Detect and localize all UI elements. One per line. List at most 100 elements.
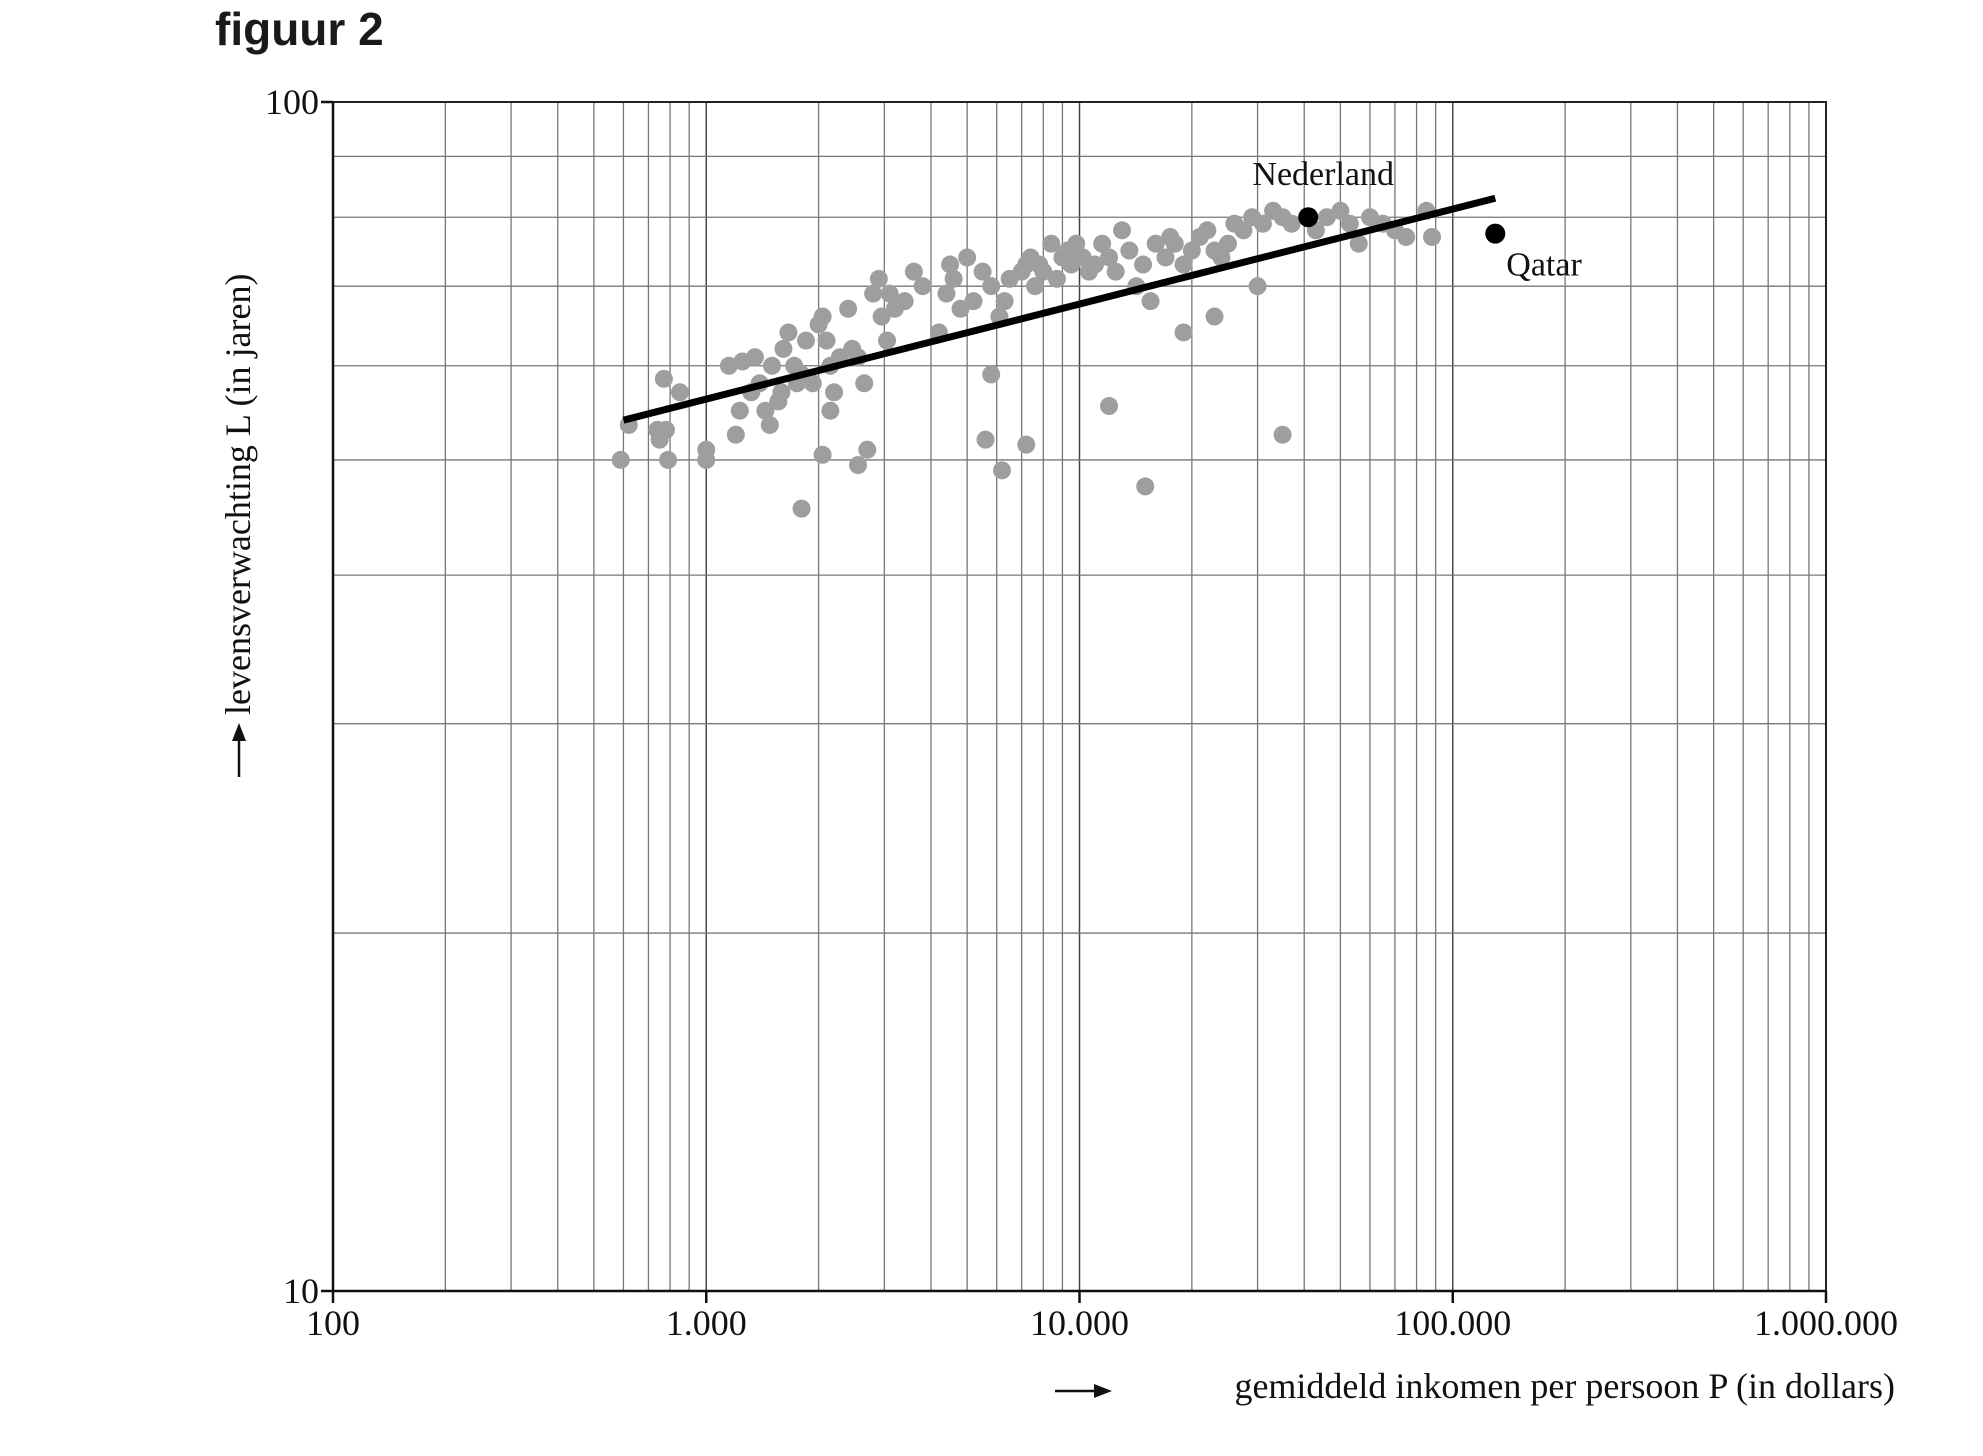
figure-title: figuur 2 <box>215 3 384 55</box>
country-point <box>821 401 840 420</box>
country-point <box>726 425 745 444</box>
country-point <box>1146 234 1165 253</box>
country-point <box>944 269 963 288</box>
country-point <box>1174 323 1193 342</box>
country-point <box>1282 214 1301 233</box>
country-point <box>813 445 832 464</box>
country-point <box>982 365 1001 384</box>
country-point <box>973 262 992 281</box>
country-point <box>825 383 844 402</box>
country-point <box>1253 214 1272 233</box>
country-point <box>951 299 970 318</box>
country-point <box>1085 255 1104 274</box>
country-point <box>869 269 888 288</box>
axis-titles: gemiddeld inkomen per persoon P (in doll… <box>218 274 1895 1406</box>
country-point <box>878 331 897 350</box>
country-point <box>995 292 1014 311</box>
country-point <box>745 348 764 367</box>
y-axis-title-group: levensverwachting L (in jaren) <box>218 274 258 777</box>
country-point <box>872 307 891 326</box>
highlight-label-qatar: Qatar <box>1506 247 1582 284</box>
country-point <box>1120 241 1139 260</box>
country-point <box>792 499 811 518</box>
y-tick-label: 100 <box>265 82 319 122</box>
country-point <box>976 430 995 449</box>
country-points <box>611 201 1442 518</box>
trend-line <box>622 194 1497 424</box>
x-tick-label: 100.000 <box>1394 1303 1511 1343</box>
country-point <box>913 277 932 296</box>
country-point <box>1113 221 1132 240</box>
country-point <box>1042 234 1061 253</box>
country-point <box>730 401 749 420</box>
country-point <box>1219 234 1238 253</box>
country-point <box>855 374 874 393</box>
country-point <box>1205 307 1224 326</box>
country-point <box>1134 255 1153 274</box>
country-point <box>817 331 836 350</box>
country-point <box>858 440 877 459</box>
country-point <box>659 450 678 469</box>
country-point <box>1093 234 1112 253</box>
x-tick-label: 1.000.000 <box>1754 1303 1898 1343</box>
country-point <box>756 401 775 420</box>
country-point <box>880 284 899 303</box>
country-point <box>1017 435 1036 454</box>
country-point <box>774 339 793 358</box>
country-point <box>760 415 779 434</box>
country-point <box>611 450 630 469</box>
country-point <box>1100 248 1119 267</box>
country-point <box>656 420 675 439</box>
y-tick-label: 10 <box>283 1271 319 1311</box>
highlighted-points: Nederland Qatar <box>1252 156 1582 283</box>
country-point <box>937 284 956 303</box>
country-point <box>1156 248 1175 267</box>
x-tick-label: 1.000 <box>666 1303 747 1343</box>
country-point <box>1034 262 1053 281</box>
country-point <box>839 299 858 318</box>
country-point <box>1174 255 1193 274</box>
country-point <box>813 307 832 326</box>
country-point <box>895 292 914 311</box>
country-point <box>779 323 798 342</box>
country-point <box>904 262 923 281</box>
x-tick-label: 10.000 <box>1030 1303 1129 1343</box>
y-axis-title: levensverwachting L (in jaren) <box>218 274 258 715</box>
x-axis-title: gemiddeld inkomen per persoon P (in doll… <box>1234 1366 1895 1406</box>
country-point <box>1100 397 1119 416</box>
country-point <box>864 284 883 303</box>
highlight-label-nederland: Nederland <box>1252 156 1394 193</box>
country-point <box>1165 234 1184 253</box>
country-point <box>1331 201 1350 220</box>
country-point <box>1397 227 1416 246</box>
country-point <box>1198 221 1217 240</box>
country-point <box>1136 477 1155 496</box>
country-point <box>697 440 716 459</box>
country-point <box>796 331 815 350</box>
country-point <box>670 383 689 402</box>
country-point <box>772 383 791 402</box>
country-point <box>1248 277 1267 296</box>
country-point <box>1234 221 1253 240</box>
country-point <box>1141 292 1160 311</box>
country-point <box>1026 277 1045 296</box>
highlight-point-nederland <box>1298 207 1319 228</box>
country-point <box>1106 262 1125 281</box>
country-point <box>1423 227 1442 246</box>
x-axis-arrow-head <box>1094 1384 1112 1398</box>
country-point <box>964 292 983 311</box>
highlight-point-qatar <box>1485 223 1506 244</box>
country-point <box>1317 208 1336 227</box>
country-point <box>762 356 781 375</box>
country-point <box>1349 234 1368 253</box>
country-point <box>1340 214 1359 233</box>
country-point <box>1182 241 1201 260</box>
country-point <box>848 456 867 475</box>
country-point <box>982 277 1001 296</box>
country-point <box>1212 248 1231 267</box>
country-point <box>941 255 960 274</box>
country-point <box>654 369 673 388</box>
country-point <box>1067 234 1086 253</box>
